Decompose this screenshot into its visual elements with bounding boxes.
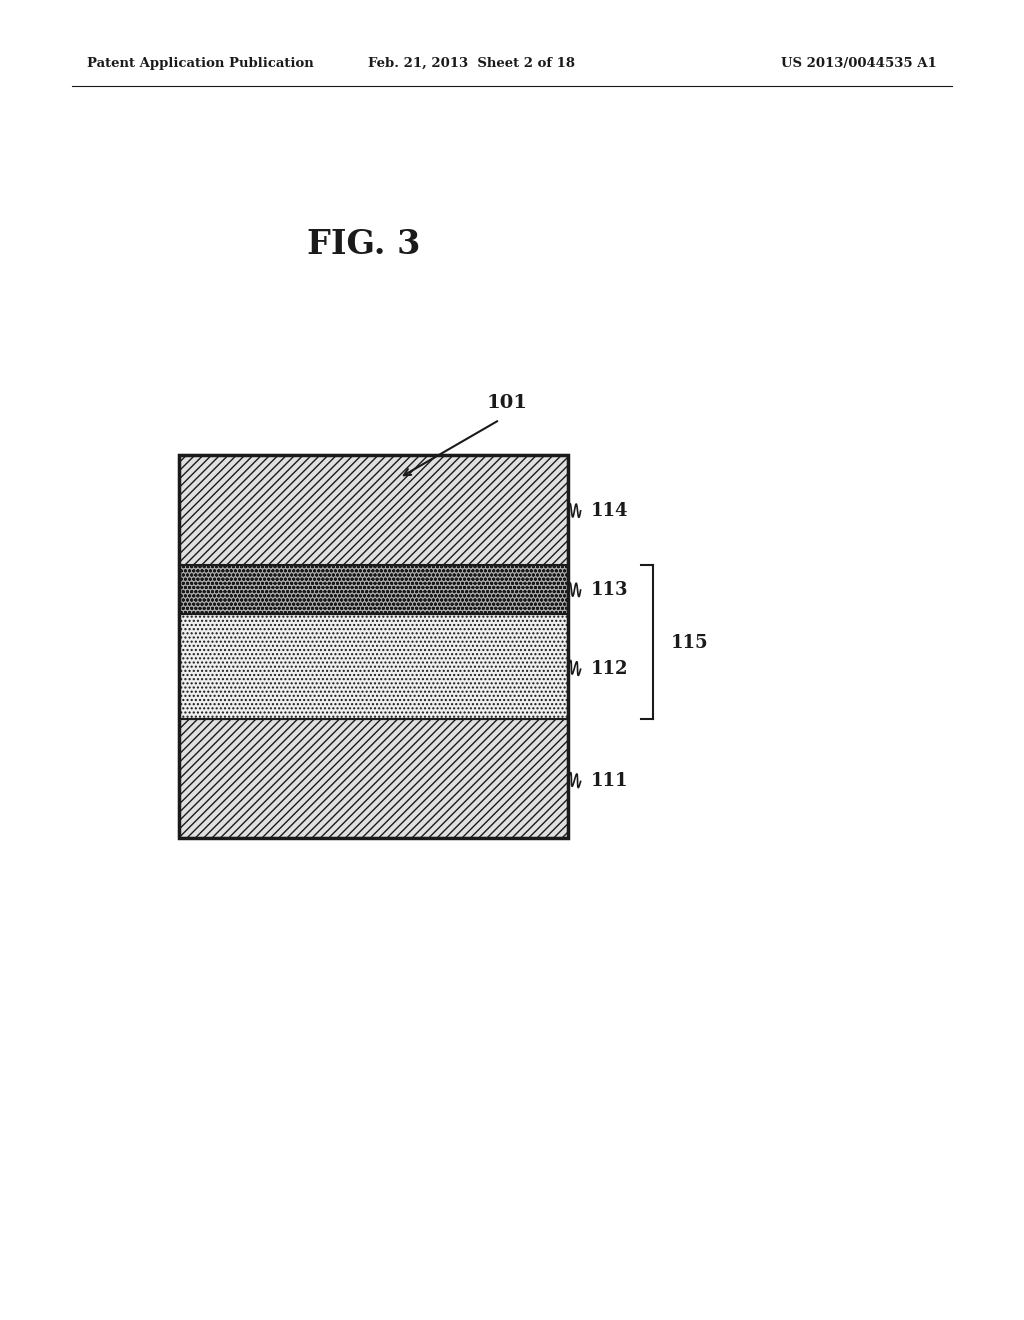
Text: FIG. 3: FIG. 3 [307, 227, 421, 261]
Text: 112: 112 [591, 660, 629, 678]
Text: 114: 114 [591, 502, 629, 520]
Text: Patent Application Publication: Patent Application Publication [87, 57, 313, 70]
Bar [179, 455, 568, 565]
Bar [179, 719, 568, 838]
Text: 113: 113 [591, 581, 629, 599]
Bar [179, 455, 568, 838]
Text: 111: 111 [591, 772, 629, 791]
Text: Feb. 21, 2013  Sheet 2 of 18: Feb. 21, 2013 Sheet 2 of 18 [368, 57, 574, 70]
Text: 115: 115 [671, 634, 709, 652]
Text: US 2013/0044535 A1: US 2013/0044535 A1 [781, 57, 937, 70]
Text: 101: 101 [486, 393, 527, 412]
Bar [179, 565, 568, 614]
Bar [179, 614, 568, 719]
